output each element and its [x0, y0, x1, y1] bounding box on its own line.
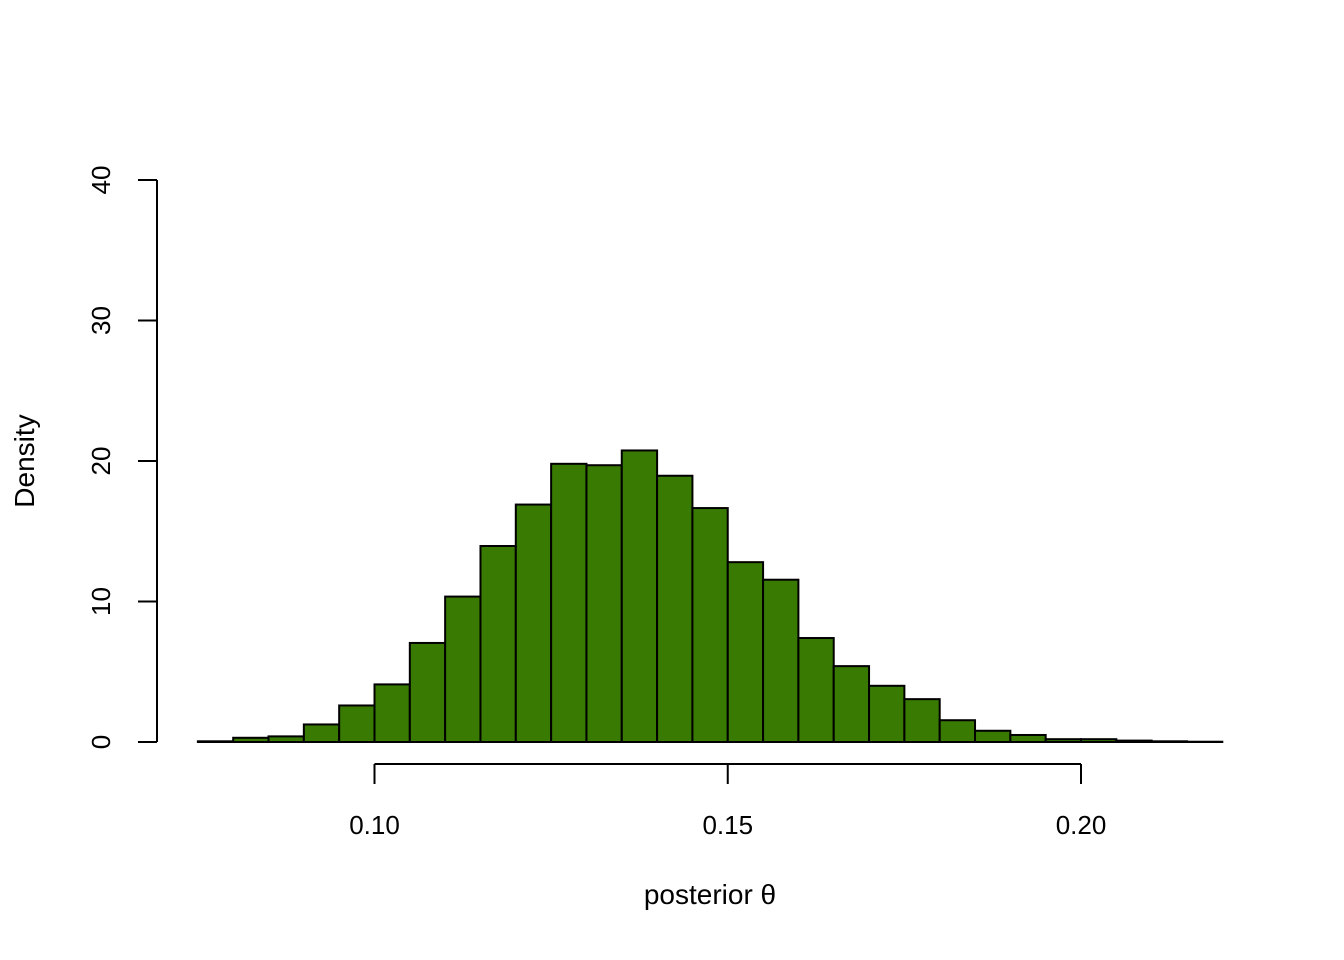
histogram-bar: [479, 545, 517, 743]
histogram-bars: [196, 449, 1224, 744]
histogram-bar: [514, 503, 553, 743]
histogram-bar: [1115, 739, 1153, 743]
histogram-bar: [196, 740, 235, 743]
histogram-bar: [656, 474, 694, 743]
histogram-bar: [585, 464, 623, 743]
histogram-bar: [550, 462, 588, 743]
histogram-bar: [762, 578, 800, 743]
histogram-bar: [302, 723, 341, 744]
histogram-bar: [1080, 738, 1118, 744]
histogram-bar: [338, 704, 376, 743]
y-tick-label: 40: [86, 166, 116, 195]
histogram-bar: [868, 684, 906, 743]
x-tick-label: 0.20: [1056, 810, 1107, 840]
x-axis: 0.10 0.15 0.20: [349, 763, 1107, 840]
histogram-bar: [373, 683, 411, 744]
histogram-bar: [1009, 733, 1047, 743]
histogram-bar: [232, 736, 270, 744]
x-tick-label: 0.10: [349, 810, 400, 840]
y-tick-label: 20: [86, 447, 116, 476]
y-tick-label: 0: [86, 735, 116, 749]
histogram-bar: [408, 641, 447, 744]
histogram-bar: [726, 561, 765, 743]
histogram-bar: [1044, 738, 1083, 744]
histogram-bar: [620, 449, 659, 743]
histogram-bar: [267, 735, 305, 744]
histogram-bar: [974, 729, 1012, 744]
histogram-bar: [691, 507, 729, 743]
histogram-bar: [797, 637, 835, 744]
y-axis: 0 10 20 30 40: [86, 166, 158, 749]
histogram-bar: [1150, 740, 1188, 743]
x-axis-title: posterior θ: [644, 879, 776, 910]
histogram-bar: [903, 698, 941, 744]
histogram-bar: [832, 665, 871, 744]
histogram-bar: [938, 719, 977, 743]
y-axis-title: Density: [9, 414, 40, 507]
y-tick-label: 10: [86, 587, 116, 616]
y-tick-label: 30: [86, 306, 116, 335]
x-tick-label: 0.15: [702, 810, 753, 840]
histogram-bar: [444, 595, 482, 744]
